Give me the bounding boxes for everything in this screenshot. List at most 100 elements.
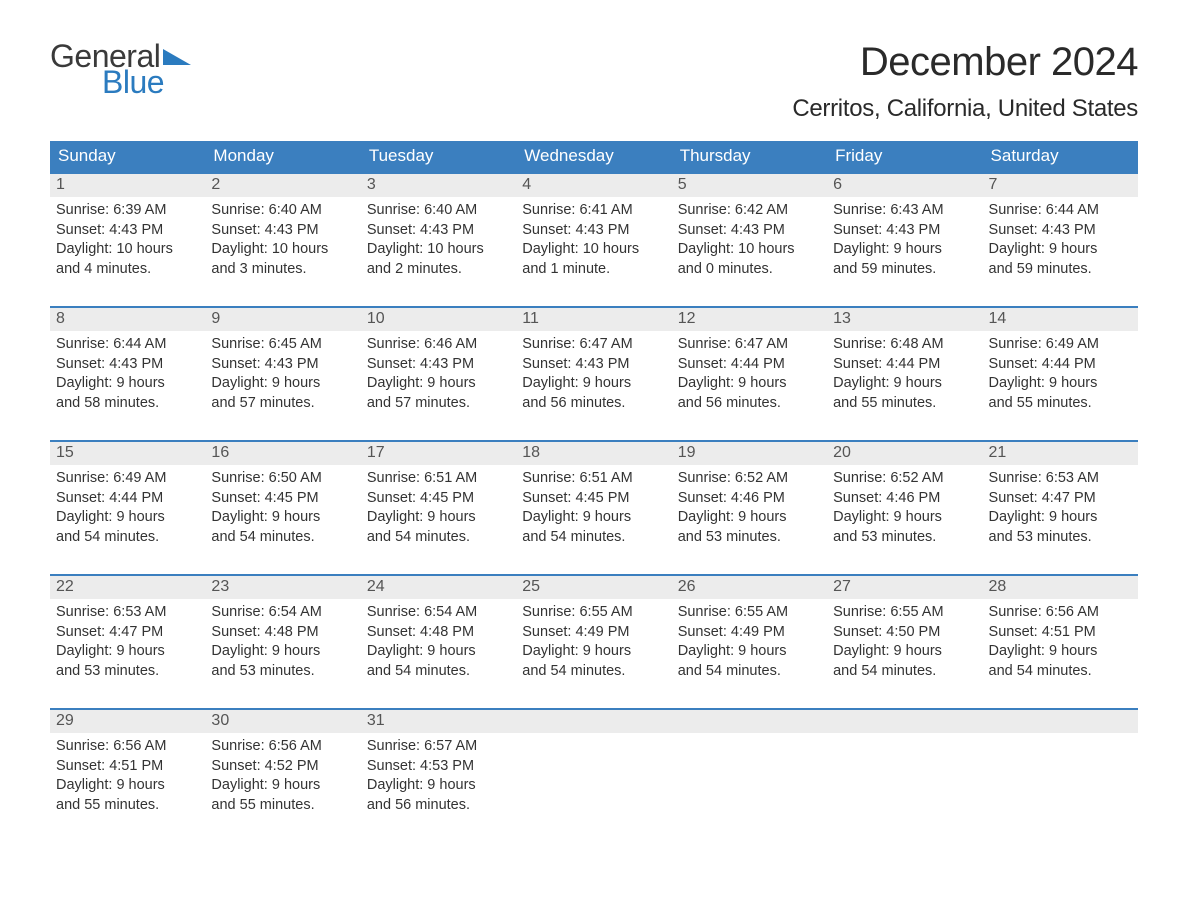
- daylight-line-1: Daylight: 9 hours: [833, 240, 976, 260]
- sunrise-line: Sunrise: 6:54 AM: [211, 603, 354, 623]
- daylight-line-2: and 58 minutes.: [56, 394, 199, 414]
- sunset-line: Sunset: 4:52 PM: [211, 757, 354, 777]
- day-content: Sunrise: 6:47 AMSunset: 4:44 PMDaylight:…: [672, 331, 827, 417]
- day-number: 21: [983, 442, 1138, 465]
- sunrise-line: Sunrise: 6:57 AM: [367, 737, 510, 757]
- day-content: Sunrise: 6:57 AMSunset: 4:53 PMDaylight:…: [361, 733, 516, 819]
- day-cell: .: [827, 710, 982, 828]
- day-content: Sunrise: 6:39 AMSunset: 4:43 PMDaylight:…: [50, 197, 205, 283]
- sunset-line: Sunset: 4:43 PM: [522, 355, 665, 375]
- day-number: 27: [827, 576, 982, 599]
- day-cell: 5Sunrise: 6:42 AMSunset: 4:43 PMDaylight…: [672, 174, 827, 292]
- day-number: 19: [672, 442, 827, 465]
- sunrise-line: Sunrise: 6:40 AM: [211, 201, 354, 221]
- sunset-line: Sunset: 4:48 PM: [367, 623, 510, 643]
- sunrise-line: Sunrise: 6:50 AM: [211, 469, 354, 489]
- sunrise-line: Sunrise: 6:44 AM: [56, 335, 199, 355]
- daylight-line-1: Daylight: 9 hours: [367, 508, 510, 528]
- sunrise-line: Sunrise: 6:53 AM: [989, 469, 1132, 489]
- daylight-line-1: Daylight: 9 hours: [367, 776, 510, 796]
- sunset-line: Sunset: 4:43 PM: [56, 355, 199, 375]
- day-header-row: SundayMondayTuesdayWednesdayThursdayFrid…: [50, 141, 1138, 172]
- daylight-line-2: and 54 minutes.: [833, 662, 976, 682]
- week-row: 29Sunrise: 6:56 AMSunset: 4:51 PMDayligh…: [50, 708, 1138, 828]
- daylight-line-2: and 55 minutes.: [56, 796, 199, 816]
- day-content: Sunrise: 6:53 AMSunset: 4:47 PMDaylight:…: [50, 599, 205, 685]
- sunset-line: Sunset: 4:43 PM: [678, 221, 821, 241]
- day-content: Sunrise: 6:49 AMSunset: 4:44 PMDaylight:…: [983, 331, 1138, 417]
- day-content: Sunrise: 6:45 AMSunset: 4:43 PMDaylight:…: [205, 331, 360, 417]
- daylight-line-1: Daylight: 9 hours: [211, 508, 354, 528]
- day-header-sunday: Sunday: [50, 141, 205, 172]
- day-cell: 22Sunrise: 6:53 AMSunset: 4:47 PMDayligh…: [50, 576, 205, 694]
- daylight-line-2: and 1 minute.: [522, 260, 665, 280]
- sunset-line: Sunset: 4:49 PM: [678, 623, 821, 643]
- day-number: 11: [516, 308, 671, 331]
- sunset-line: Sunset: 4:45 PM: [211, 489, 354, 509]
- day-content: Sunrise: 6:50 AMSunset: 4:45 PMDaylight:…: [205, 465, 360, 551]
- header: General Blue December 2024 Cerritos, Cal…: [50, 40, 1138, 123]
- daylight-line-1: Daylight: 10 hours: [678, 240, 821, 260]
- day-number: 12: [672, 308, 827, 331]
- logo: General Blue: [50, 40, 191, 98]
- sunset-line: Sunset: 4:43 PM: [833, 221, 976, 241]
- day-header-wednesday: Wednesday: [516, 141, 671, 172]
- day-cell: .: [672, 710, 827, 828]
- daylight-line-2: and 54 minutes.: [56, 528, 199, 548]
- sunset-line: Sunset: 4:44 PM: [989, 355, 1132, 375]
- day-content: Sunrise: 6:48 AMSunset: 4:44 PMDaylight:…: [827, 331, 982, 417]
- daylight-line-1: Daylight: 9 hours: [56, 374, 199, 394]
- daylight-line-2: and 53 minutes.: [211, 662, 354, 682]
- day-cell: 19Sunrise: 6:52 AMSunset: 4:46 PMDayligh…: [672, 442, 827, 560]
- daylight-line-2: and 56 minutes.: [367, 796, 510, 816]
- day-number: 13: [827, 308, 982, 331]
- daylight-line-2: and 56 minutes.: [678, 394, 821, 414]
- day-cell: 10Sunrise: 6:46 AMSunset: 4:43 PMDayligh…: [361, 308, 516, 426]
- sunset-line: Sunset: 4:43 PM: [522, 221, 665, 241]
- day-number: 20: [827, 442, 982, 465]
- day-number: 14: [983, 308, 1138, 331]
- daylight-line-1: Daylight: 9 hours: [367, 642, 510, 662]
- day-number: 15: [50, 442, 205, 465]
- day-cell: 14Sunrise: 6:49 AMSunset: 4:44 PMDayligh…: [983, 308, 1138, 426]
- day-cell: 18Sunrise: 6:51 AMSunset: 4:45 PMDayligh…: [516, 442, 671, 560]
- day-content: Sunrise: 6:54 AMSunset: 4:48 PMDaylight:…: [205, 599, 360, 685]
- day-content: Sunrise: 6:51 AMSunset: 4:45 PMDaylight:…: [361, 465, 516, 551]
- sunset-line: Sunset: 4:47 PM: [989, 489, 1132, 509]
- day-content: Sunrise: 6:53 AMSunset: 4:47 PMDaylight:…: [983, 465, 1138, 551]
- daylight-line-2: and 59 minutes.: [833, 260, 976, 280]
- day-header-friday: Friday: [827, 141, 982, 172]
- day-number: 31: [361, 710, 516, 733]
- sunrise-line: Sunrise: 6:49 AM: [989, 335, 1132, 355]
- day-content: Sunrise: 6:43 AMSunset: 4:43 PMDaylight:…: [827, 197, 982, 283]
- sunrise-line: Sunrise: 6:51 AM: [522, 469, 665, 489]
- daylight-line-1: Daylight: 9 hours: [833, 642, 976, 662]
- sunset-line: Sunset: 4:53 PM: [367, 757, 510, 777]
- day-number: 23: [205, 576, 360, 599]
- daylight-line-1: Daylight: 9 hours: [56, 776, 199, 796]
- daylight-line-2: and 57 minutes.: [211, 394, 354, 414]
- day-content: Sunrise: 6:40 AMSunset: 4:43 PMDaylight:…: [361, 197, 516, 283]
- day-number: .: [672, 710, 827, 733]
- daylight-line-1: Daylight: 9 hours: [989, 642, 1132, 662]
- day-content: Sunrise: 6:56 AMSunset: 4:52 PMDaylight:…: [205, 733, 360, 819]
- day-cell: 21Sunrise: 6:53 AMSunset: 4:47 PMDayligh…: [983, 442, 1138, 560]
- day-content: Sunrise: 6:56 AMSunset: 4:51 PMDaylight:…: [983, 599, 1138, 685]
- day-number: 3: [361, 174, 516, 197]
- daylight-line-1: Daylight: 10 hours: [367, 240, 510, 260]
- day-content: Sunrise: 6:55 AMSunset: 4:49 PMDaylight:…: [516, 599, 671, 685]
- day-number: 8: [50, 308, 205, 331]
- sunrise-line: Sunrise: 6:55 AM: [522, 603, 665, 623]
- day-cell: 2Sunrise: 6:40 AMSunset: 4:43 PMDaylight…: [205, 174, 360, 292]
- day-cell: 29Sunrise: 6:56 AMSunset: 4:51 PMDayligh…: [50, 710, 205, 828]
- day-content: Sunrise: 6:56 AMSunset: 4:51 PMDaylight:…: [50, 733, 205, 819]
- day-cell: 3Sunrise: 6:40 AMSunset: 4:43 PMDaylight…: [361, 174, 516, 292]
- sunset-line: Sunset: 4:43 PM: [211, 355, 354, 375]
- day-number: 25: [516, 576, 671, 599]
- day-content: Sunrise: 6:49 AMSunset: 4:44 PMDaylight:…: [50, 465, 205, 551]
- day-cell: 9Sunrise: 6:45 AMSunset: 4:43 PMDaylight…: [205, 308, 360, 426]
- day-content: Sunrise: 6:51 AMSunset: 4:45 PMDaylight:…: [516, 465, 671, 551]
- sunrise-line: Sunrise: 6:45 AM: [211, 335, 354, 355]
- day-number: 10: [361, 308, 516, 331]
- sunset-line: Sunset: 4:43 PM: [367, 221, 510, 241]
